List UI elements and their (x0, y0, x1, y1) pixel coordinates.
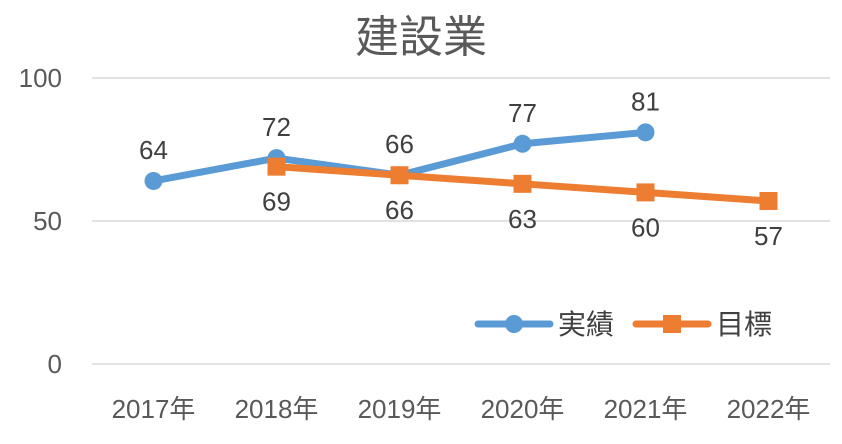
data-point (144, 171, 163, 190)
data-label: 77 (508, 98, 537, 128)
data-point (513, 134, 532, 153)
data-point (636, 123, 655, 142)
x-tick-label: 2020年 (481, 394, 565, 424)
x-tick-label: 2017年 (112, 394, 196, 424)
data-label: 81 (631, 86, 660, 116)
gridlines (92, 77, 830, 365)
data-point (759, 191, 778, 210)
data-label: 66 (385, 195, 414, 225)
x-tick-label: 2022年 (727, 394, 811, 424)
y-tick-label: 0 (48, 349, 62, 379)
legend-label: 実績 (558, 308, 614, 341)
data-labels: 64 72 66 77 81 69 66 63 60 57 (139, 86, 783, 251)
data-label: 66 (385, 129, 414, 159)
legend-item: 目標 (632, 308, 772, 341)
y-axis-tick-labels: 0 50 100 (19, 63, 62, 379)
data-label: 57 (754, 221, 783, 251)
data-label: 63 (508, 204, 537, 234)
data-label: 64 (139, 135, 168, 165)
x-tick-label: 2018年 (235, 394, 319, 424)
legend: 実績 目標 (474, 308, 772, 341)
data-label: 60 (631, 212, 660, 242)
chart-title: 建設業 (355, 12, 487, 63)
data-point (267, 157, 286, 176)
series-target (267, 157, 778, 210)
x-tick-label: 2021年 (604, 394, 688, 424)
x-axis-tick-labels: 2017年 2018年 2019年 2020年 2021年 2022年 (112, 394, 811, 424)
y-tick-label: 100 (19, 63, 62, 93)
x-tick-label: 2019年 (358, 394, 442, 424)
data-point (513, 174, 532, 193)
legend-item: 実績 (474, 308, 614, 341)
legend-marker (505, 315, 523, 333)
data-point (390, 166, 409, 185)
data-point (636, 183, 655, 202)
legend-marker (663, 315, 681, 333)
data-label: 69 (262, 187, 291, 217)
data-label: 72 (262, 112, 291, 142)
y-tick-label: 50 (33, 206, 62, 236)
legend-label: 目標 (716, 308, 772, 341)
series-group (144, 123, 778, 210)
